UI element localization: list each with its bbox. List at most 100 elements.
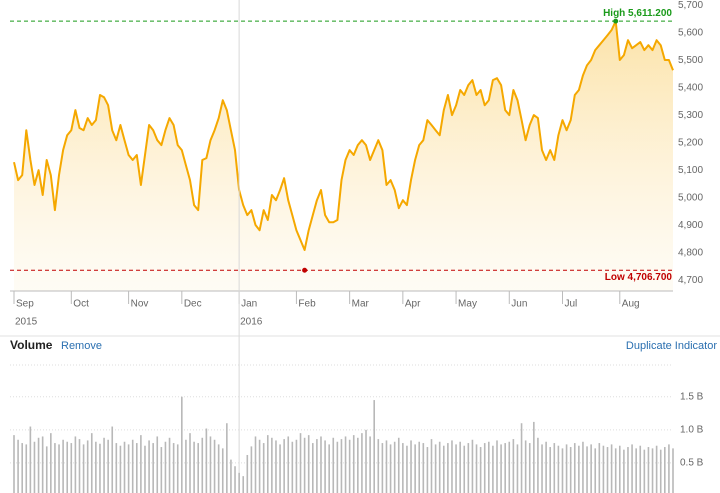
price-line: [13, 20, 674, 251]
volume-bar: [283, 439, 285, 493]
volume-bar: [447, 443, 449, 493]
volume-bar: [168, 437, 171, 493]
duplicate-link[interactable]: Duplicate Indicator: [626, 340, 717, 352]
volume-bar: [668, 444, 670, 493]
volume-bar: [553, 443, 556, 493]
volume-bar: [410, 440, 412, 493]
y-tick-label: 0.5 B: [680, 458, 704, 469]
volume-bar: [271, 437, 273, 493]
volume-bar: [406, 445, 408, 493]
volume-bar: [352, 435, 355, 493]
volume-bar: [365, 429, 367, 493]
volume-bar: [541, 444, 543, 493]
y-tick-label: 5,400: [678, 82, 703, 93]
volume-bar: [549, 447, 552, 493]
volume-bar: [37, 437, 40, 493]
volume-bar: [524, 440, 527, 493]
volume-bar: [29, 426, 32, 493]
volume-bar: [303, 437, 306, 493]
volume-bar: [614, 448, 617, 493]
volume-bar: [54, 443, 56, 493]
volume-bar: [123, 441, 126, 493]
volume-bar: [500, 444, 502, 493]
y-tick-label: 5,100: [678, 165, 703, 176]
volume-bar: [107, 439, 109, 493]
volume-bar: [316, 439, 318, 493]
volume-bar: [135, 443, 138, 493]
volume-bar: [90, 433, 93, 493]
volume-bar: [127, 444, 130, 493]
remove-link[interactable]: Remove: [61, 340, 102, 352]
volume-bar: [148, 440, 150, 493]
volume-bar: [246, 454, 249, 493]
volume-bar: [185, 439, 187, 493]
volume-bar: [369, 436, 371, 493]
volume-bar: [295, 439, 298, 493]
volume-bar: [45, 446, 48, 493]
volume-bar: [201, 437, 204, 493]
volume-bar: [504, 443, 506, 493]
volume-bar: [307, 435, 310, 493]
volume-bar: [320, 436, 322, 493]
volume-bar: [336, 441, 339, 493]
volume-bar: [397, 437, 400, 493]
volume-bar: [50, 433, 52, 493]
volume-bar: [627, 447, 629, 493]
volume-bar: [160, 447, 163, 493]
volume-bar: [312, 443, 314, 493]
y-tick-label: 5,600: [678, 27, 703, 38]
volume-bar: [209, 436, 212, 493]
volume-bar: [664, 447, 666, 493]
volume-bar: [226, 423, 228, 493]
volume-bar: [590, 444, 592, 493]
volume-bar: [287, 436, 290, 493]
volume-bar: [377, 439, 380, 493]
volume-bar: [164, 441, 167, 493]
x-tick-label: Jul: [564, 299, 577, 310]
y-tick-label: 1.0 B: [680, 424, 704, 435]
volume-bar: [254, 436, 257, 493]
x-tick-label: Nov: [131, 299, 149, 310]
volume-bar: [172, 443, 175, 493]
year-label: 2015: [15, 317, 38, 328]
volume-bar: [258, 439, 261, 493]
volume-bar: [639, 445, 642, 493]
volume-bar: [221, 448, 224, 493]
volume-bar: [643, 449, 646, 493]
volume-bar: [181, 396, 183, 493]
volume-bar: [385, 440, 388, 493]
volume-bar: [545, 441, 547, 493]
volume-bar: [414, 444, 416, 493]
volume-bar: [430, 439, 433, 493]
volume-bar: [344, 436, 347, 493]
x-tick-label: Sep: [16, 299, 34, 310]
volume-bar: [152, 443, 154, 493]
volume-bar: [528, 443, 531, 493]
indicator-title: Volume: [10, 338, 53, 352]
volume-bar: [205, 428, 208, 493]
volume-bar: [586, 446, 588, 493]
volume-bar: [475, 444, 478, 493]
volume-bar: [651, 448, 654, 493]
volume-bar: [234, 466, 236, 493]
volume-bar: [561, 448, 564, 493]
volume-bar: [328, 444, 330, 493]
volume-bar: [262, 443, 265, 493]
volume-bar: [213, 439, 216, 493]
volume-bar: [631, 444, 633, 493]
x-tick-label: Aug: [622, 299, 640, 310]
volume-bar: [451, 440, 453, 493]
volume-bar: [275, 440, 277, 493]
volume-bar: [516, 444, 519, 493]
volume-bar: [598, 443, 601, 493]
volume-bar: [602, 445, 605, 493]
volume-bar: [426, 447, 429, 493]
volume-bar: [508, 441, 511, 493]
volume-bar: [25, 444, 28, 493]
volume-bar: [659, 449, 662, 493]
volume-bar: [115, 443, 118, 493]
volume-bar: [373, 400, 375, 493]
volume-bar: [647, 447, 650, 493]
volume-bar: [332, 437, 335, 493]
volume-bar: [70, 443, 73, 493]
